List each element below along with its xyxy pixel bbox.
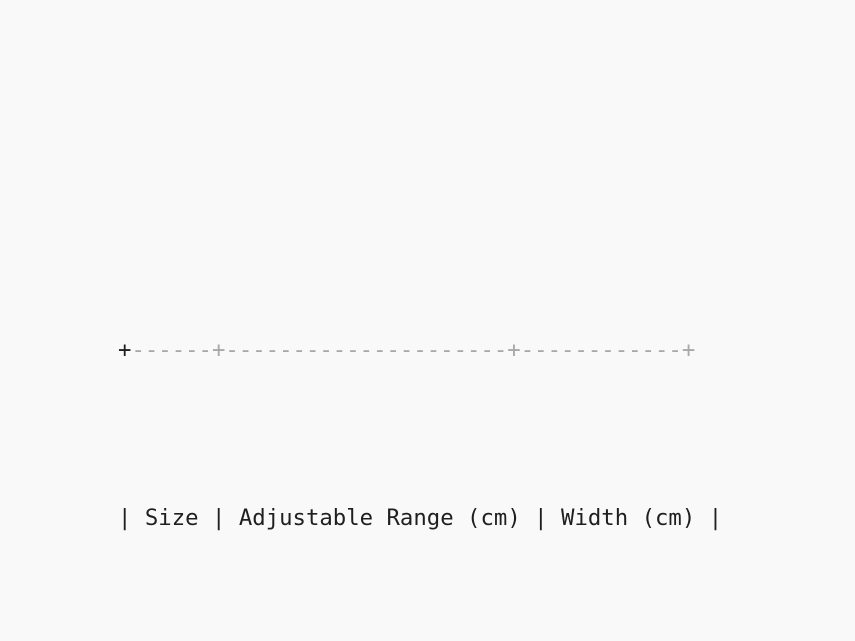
ascii-size-table: +------+---------------------+----------… <box>118 203 722 641</box>
table-header-row: | Size | Adjustable Range (cm) | Width (… <box>118 505 723 531</box>
header-width: Width (cm) <box>561 505 696 531</box>
header-size: Size <box>144 505 199 531</box>
header-adjustable-range: Adjustable Range (cm) <box>238 505 521 531</box>
table-top-border: +------+---------------------+----------… <box>118 337 696 363</box>
